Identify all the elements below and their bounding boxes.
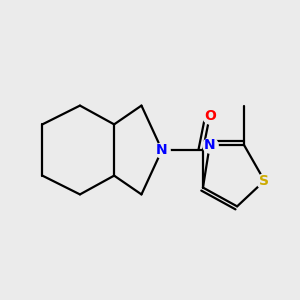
Text: S: S (260, 174, 269, 188)
Text: N: N (204, 138, 216, 152)
Text: N: N (156, 143, 168, 157)
Text: O: O (204, 109, 216, 123)
